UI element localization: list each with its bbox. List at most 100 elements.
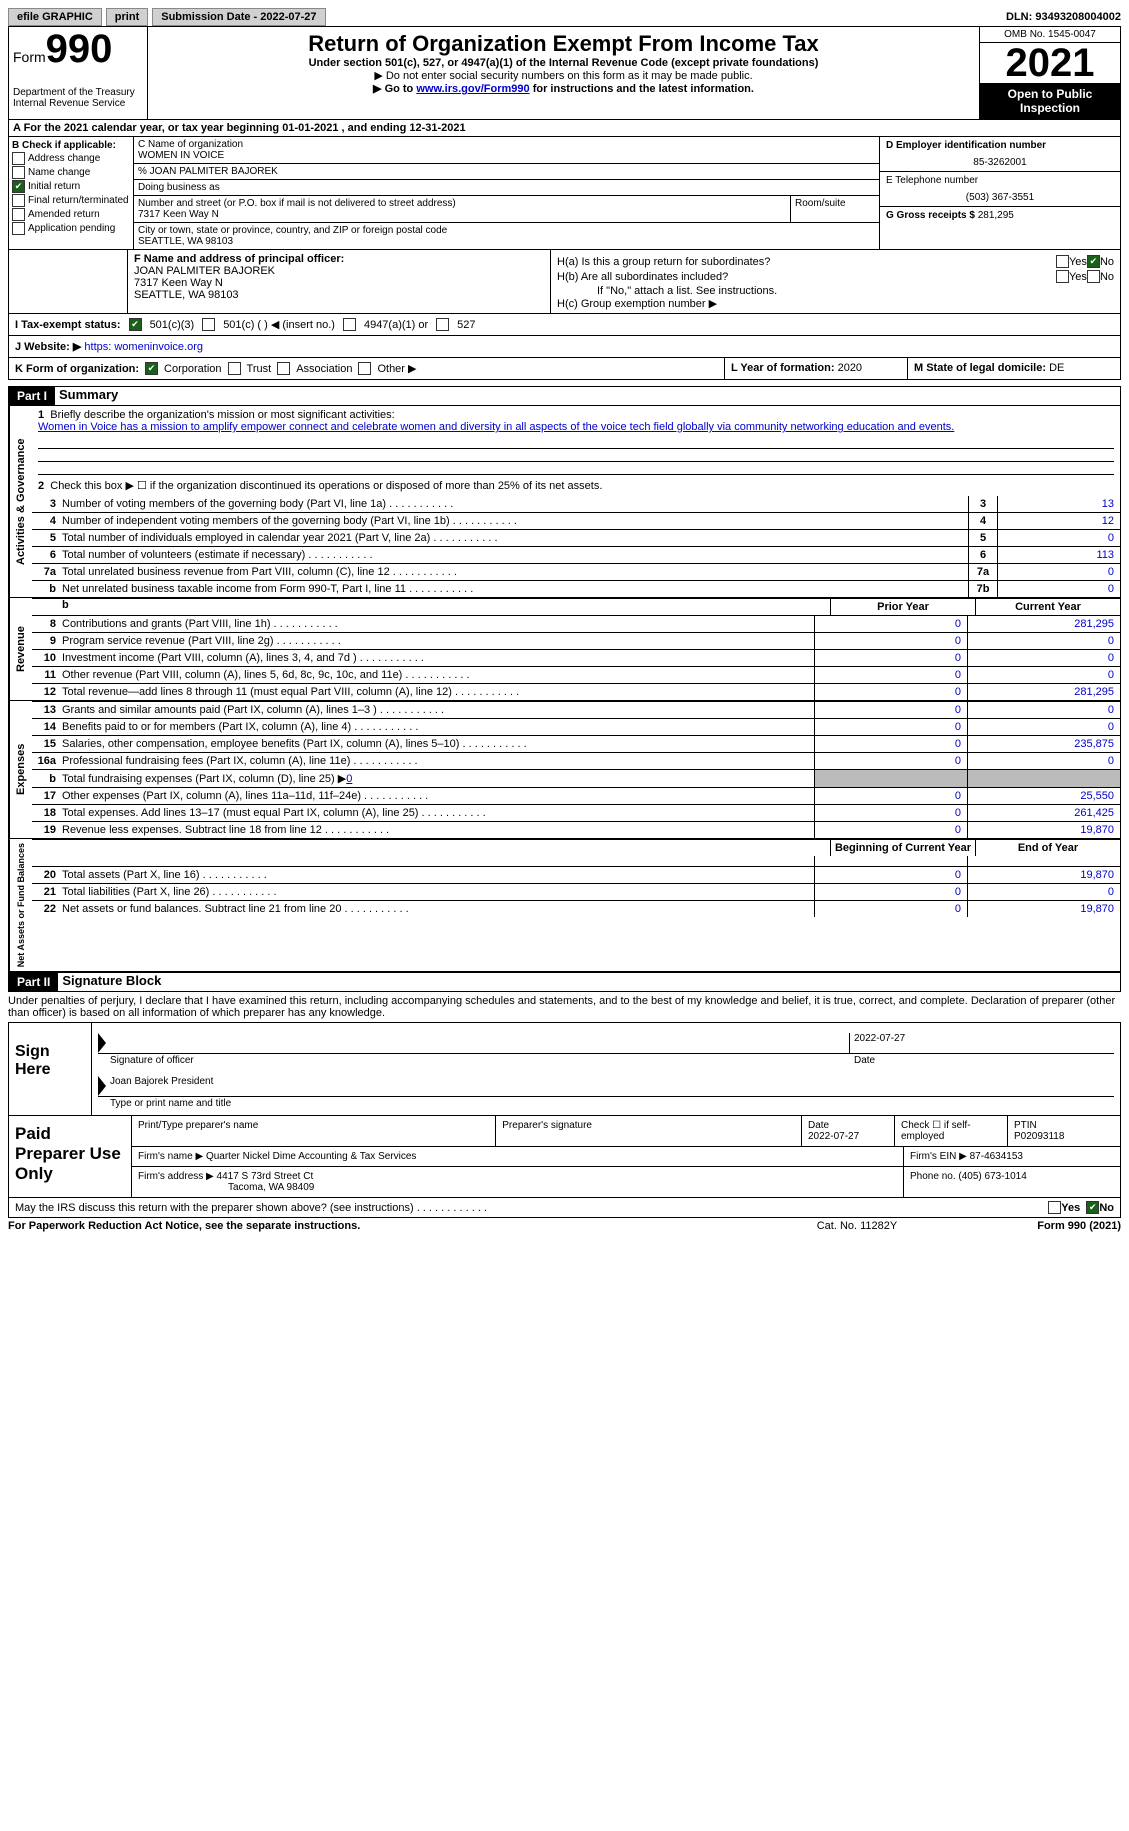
line-num: 3 xyxy=(32,498,62,510)
form-label: Form xyxy=(13,49,46,65)
current-value: 261,425 xyxy=(967,805,1120,821)
line-desc: Total assets (Part X, line 16) xyxy=(62,867,814,883)
line-num: 17 xyxy=(32,790,62,802)
financial-line: 16aProfessional fundraising fees (Part I… xyxy=(32,752,1120,769)
cat-no: Cat. No. 11282Y xyxy=(817,1220,898,1232)
line-box: 3 xyxy=(968,496,998,512)
discuss-yes-checkbox[interactable] xyxy=(1048,1201,1061,1214)
prior-value: 0 xyxy=(814,736,967,752)
corp-checkbox[interactable]: ✔ xyxy=(145,362,158,375)
line-num: 5 xyxy=(32,532,62,544)
prior-value: 0 xyxy=(814,901,967,917)
527-checkbox[interactable] xyxy=(436,318,449,331)
note2-pre: ▶ Go to xyxy=(373,83,416,95)
prior-value: 0 xyxy=(814,867,967,883)
gross-value: 281,295 xyxy=(978,210,1014,221)
line-box: 5 xyxy=(968,530,998,546)
col-b-heading: B Check if applicable: xyxy=(12,140,116,151)
line-num: 10 xyxy=(32,652,62,664)
sign-here-block: Sign Here 2022-07-27 Signature of office… xyxy=(8,1022,1121,1116)
ha-no-checkbox[interactable]: ✔ xyxy=(1087,255,1100,268)
line-desc: Total liabilities (Part X, line 26) xyxy=(62,884,814,900)
expenses-side-label: Expenses xyxy=(9,701,32,838)
sig-name-label: Type or print name and title xyxy=(98,1098,1114,1109)
line-num: 13 xyxy=(32,704,62,716)
ha-no: No xyxy=(1100,256,1114,268)
line-desc: Other expenses (Part IX, column (A), lin… xyxy=(62,788,814,804)
line-num: 21 xyxy=(32,886,62,898)
firm-name-label: Firm's name ▶ xyxy=(138,1151,203,1162)
hb-label: H(b) Are all subordinates included? xyxy=(557,271,1056,283)
name-arrow-icon xyxy=(98,1076,106,1096)
financial-line: 17Other expenses (Part IX, column (A), l… xyxy=(32,787,1120,804)
website-link[interactable]: https: womeninvoice.org xyxy=(84,341,203,353)
paid-preparer-label: Paid Preparer Use Only xyxy=(9,1116,132,1197)
hb-yes-checkbox[interactable] xyxy=(1056,270,1069,283)
ein-value: 85-3262001 xyxy=(886,151,1114,168)
assoc-checkbox[interactable] xyxy=(277,362,290,375)
line-desc: Total number of volunteers (estimate if … xyxy=(62,547,968,563)
note2-post: for instructions and the latest informat… xyxy=(530,83,754,95)
line-desc: Number of independent voting members of … xyxy=(62,513,968,529)
ha-yes-checkbox[interactable] xyxy=(1056,255,1069,268)
officer-city: SEATTLE, WA 98103 xyxy=(134,289,239,301)
row-klm: K Form of organization: ✔Corporation Tru… xyxy=(8,358,1121,380)
sig-date-label: Date xyxy=(850,1055,1114,1066)
trust-label: Trust xyxy=(247,363,272,375)
revenue-side-label: Revenue xyxy=(9,598,32,700)
financial-line: 21Total liabilities (Part X, line 26)00 xyxy=(32,883,1120,900)
hb-no-checkbox[interactable] xyxy=(1087,270,1100,283)
expenses-section: Expenses 13Grants and similar amounts pa… xyxy=(8,701,1121,839)
beg-year-header: Beginning of Current Year xyxy=(830,840,975,856)
prior-year-header: Prior Year xyxy=(830,599,975,615)
financial-line: 9Program service revenue (Part VIII, lin… xyxy=(32,632,1120,649)
amended-checkbox[interactable] xyxy=(12,208,25,221)
current-value: 281,295 xyxy=(967,616,1120,632)
501c-checkbox[interactable] xyxy=(202,318,215,331)
governance-side-label: Activities & Governance xyxy=(9,406,32,597)
end-year-header: End of Year xyxy=(975,840,1120,856)
irs-link[interactable]: www.irs.gov/Form990 xyxy=(416,83,529,95)
efile-button[interactable]: efile GRAPHIC xyxy=(8,8,102,26)
addr-change-checkbox[interactable] xyxy=(12,152,25,165)
financial-line: 12Total revenue—add lines 8 through 11 (… xyxy=(32,683,1120,700)
financial-line: 20Total assets (Part X, line 16)019,870 xyxy=(32,866,1120,883)
row-l-value: 2020 xyxy=(838,362,862,374)
hb-note: If "No," attach a list. See instructions… xyxy=(557,285,1114,297)
prep-name-label: Print/Type preparer's name xyxy=(132,1116,496,1146)
final-return-checkbox[interactable] xyxy=(12,194,25,207)
pending-checkbox[interactable] xyxy=(12,222,25,235)
gov-line: 6Total number of volunteers (estimate if… xyxy=(32,546,1120,563)
entity-block: B Check if applicable: Address change Na… xyxy=(8,137,1121,250)
street-value: 7317 Keen Way N xyxy=(138,209,786,220)
line-num: 22 xyxy=(32,903,62,915)
gov-line: 7aTotal unrelated business revenue from … xyxy=(32,563,1120,580)
print-button[interactable]: print xyxy=(106,8,148,26)
line-num: b xyxy=(32,773,62,785)
prep-sig-label: Preparer's signature xyxy=(496,1116,802,1146)
org-name: WOMEN IN VOICE xyxy=(138,150,875,161)
prior-value: 0 xyxy=(814,633,967,649)
firm-phone-value: (405) 673-1014 xyxy=(958,1171,1026,1182)
4947-checkbox[interactable] xyxy=(343,318,356,331)
501c3-checkbox[interactable]: ✔ xyxy=(129,318,142,331)
firm-addr1: 4417 S 73rd Street Ct xyxy=(217,1171,314,1182)
line-box: 7b xyxy=(968,581,998,597)
line-value: 0 xyxy=(998,581,1120,597)
part2-title: Signature Block xyxy=(62,973,161,991)
name-change-checkbox[interactable] xyxy=(12,166,25,179)
other-checkbox[interactable] xyxy=(358,362,371,375)
amended-label: Amended return xyxy=(28,209,100,220)
form-title: Return of Organization Exempt From Incom… xyxy=(152,31,975,57)
501c-label: 501(c) ( ) ◀ (insert no.) xyxy=(223,318,335,331)
footer-row: For Paperwork Reduction Act Notice, see … xyxy=(8,1218,1121,1234)
hc-label: H(c) Group exemption number ▶ xyxy=(557,297,1114,310)
initial-return-checkbox[interactable]: ✔ xyxy=(12,180,25,193)
trust-checkbox[interactable] xyxy=(228,362,241,375)
hb-no: No xyxy=(1100,271,1114,283)
netassets-section: Net Assets or Fund Balances Beginning of… xyxy=(8,839,1121,972)
gov-line: 4Number of independent voting members of… xyxy=(32,512,1120,529)
discuss-no-checkbox[interactable]: ✔ xyxy=(1086,1201,1099,1214)
501c3-label: 501(c)(3) xyxy=(150,319,195,331)
current-year-header: Current Year xyxy=(975,599,1120,615)
